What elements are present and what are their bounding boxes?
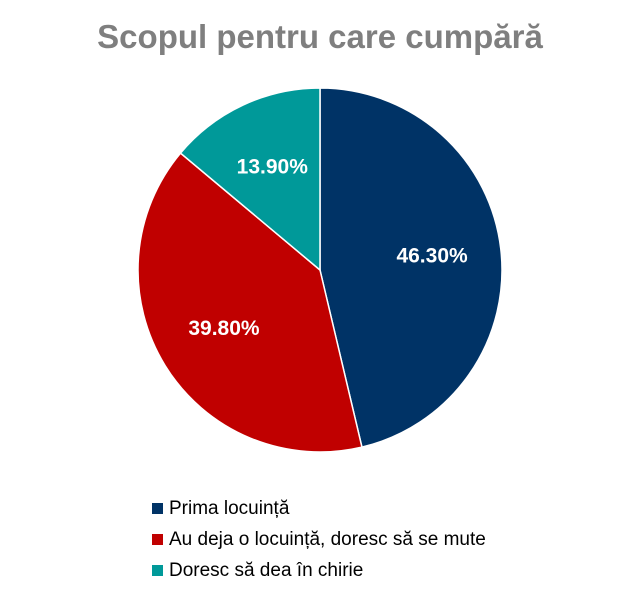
data-label-0: 46.30% [396,244,468,267]
legend-item-2: Doresc să dea în chirie [152,555,486,586]
chart-legend: Prima locuință Au deja o locuință, doresc… [152,493,486,586]
data-label-2: 13.90% [237,155,309,178]
legend-label-1: Au deja o locuință, doresc să se mute [169,528,486,550]
legend-label-0: Prima locuință [169,497,290,519]
legend-swatch-2 [152,565,163,576]
pie-slice-0 [319,87,503,449]
data-label-1: 39.80% [188,317,260,340]
legend-swatch-1 [152,534,163,545]
chart-title: Scopul pentru care cumpără [97,18,543,55]
legend-label-2: Doresc să dea în chirie [169,559,364,581]
pie-slice-1 [137,152,363,453]
legend-item-0: Prima locuință [152,493,486,524]
legend-item-1: Au deja o locuință, doresc să se mute [152,524,486,555]
pie-slice-2 [179,87,321,272]
legend-swatch-0 [152,503,163,514]
